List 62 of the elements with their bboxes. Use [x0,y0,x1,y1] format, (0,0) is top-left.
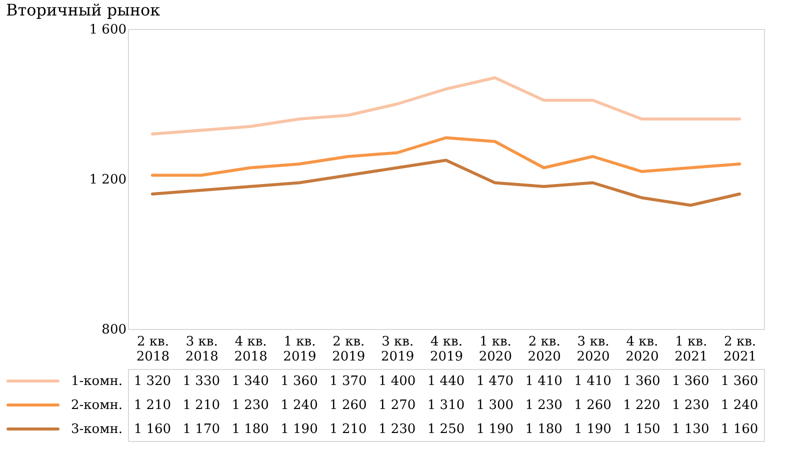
data-label: 1 180 [232,422,269,437]
data-label: 1 130 [672,422,710,437]
data-label: 1 300 [476,398,514,413]
legend-label: 3-комн. [70,422,122,437]
x-tick-label: 2 кв. 2018 [136,334,170,364]
data-label: 1 190 [476,422,514,437]
data-label: 1 230 [525,398,562,413]
y-tick-label: 1 600 [89,22,126,38]
data-label: 1 370 [330,374,367,389]
data-label: 1 340 [232,374,269,389]
x-tick-label: 4 кв. 2019 [430,334,464,364]
data-label: 1 320 [134,374,172,389]
y-tick-label: 1 200 [89,172,126,188]
x-tick-label: 3 кв. 2020 [576,334,610,364]
line-series [150,76,742,136]
data-label: 1 230 [232,398,269,413]
data-label: 1 260 [330,398,367,413]
line-series [150,136,742,177]
data-label: 1 230 [378,422,416,437]
data-label: 1 400 [378,374,416,389]
legend-label: 1-комн. [70,374,122,389]
x-tick-label: 1 кв. 2019 [283,334,316,364]
data-label: 1 220 [623,398,660,413]
data-label: 1 470 [476,374,514,389]
y-tick-label: 800 [102,322,126,338]
data-label: 1 360 [623,374,660,389]
x-tick-label: 3 кв. 2018 [185,334,218,364]
data-label: 1 270 [378,398,416,413]
x-tick-label: 1 кв. 2020 [478,334,512,364]
data-label: 1 180 [525,422,562,437]
data-label: 1 410 [525,374,562,389]
x-tick-label: 2 кв. 2021 [723,334,757,364]
data-label: 1 160 [134,422,172,437]
legend-label: 2-комн. [70,398,122,413]
data-label: 1 240 [720,398,758,413]
data-label: 1 160 [720,422,758,437]
data-label: 1 360 [672,374,710,389]
data-label: 1 190 [280,422,318,437]
data-label: 1 250 [427,422,465,437]
data-label: 1 210 [182,398,220,413]
data-label: 1 210 [330,422,367,437]
data-label: 1 170 [182,422,220,437]
x-tick-label: 4 кв. 2020 [626,334,659,364]
chart-title: Вторичный рынок [6,0,160,20]
data-label: 1 360 [280,374,318,389]
data-label: 1 150 [623,422,660,437]
x-tick-label: 4 кв. 2018 [234,334,268,364]
data-label: 1 230 [672,398,710,413]
x-tick-label: 1 кв. 2021 [674,334,708,364]
x-tick-label: 3 кв. 2019 [381,334,414,364]
data-label: 1 360 [720,374,758,389]
line-series [150,158,742,207]
data-label: 1 310 [427,398,465,413]
data-label: 1 440 [427,374,465,389]
data-label: 1 190 [574,422,612,437]
x-tick-label: 2 кв. 2019 [332,334,366,364]
data-label: 1 210 [134,398,172,413]
data-label: 1 410 [574,374,612,389]
data-label: 1 260 [574,398,612,413]
x-tick-label: 2 кв. 2020 [528,334,561,364]
data-label: 1 240 [280,398,318,413]
data-label: 1 330 [182,374,220,389]
